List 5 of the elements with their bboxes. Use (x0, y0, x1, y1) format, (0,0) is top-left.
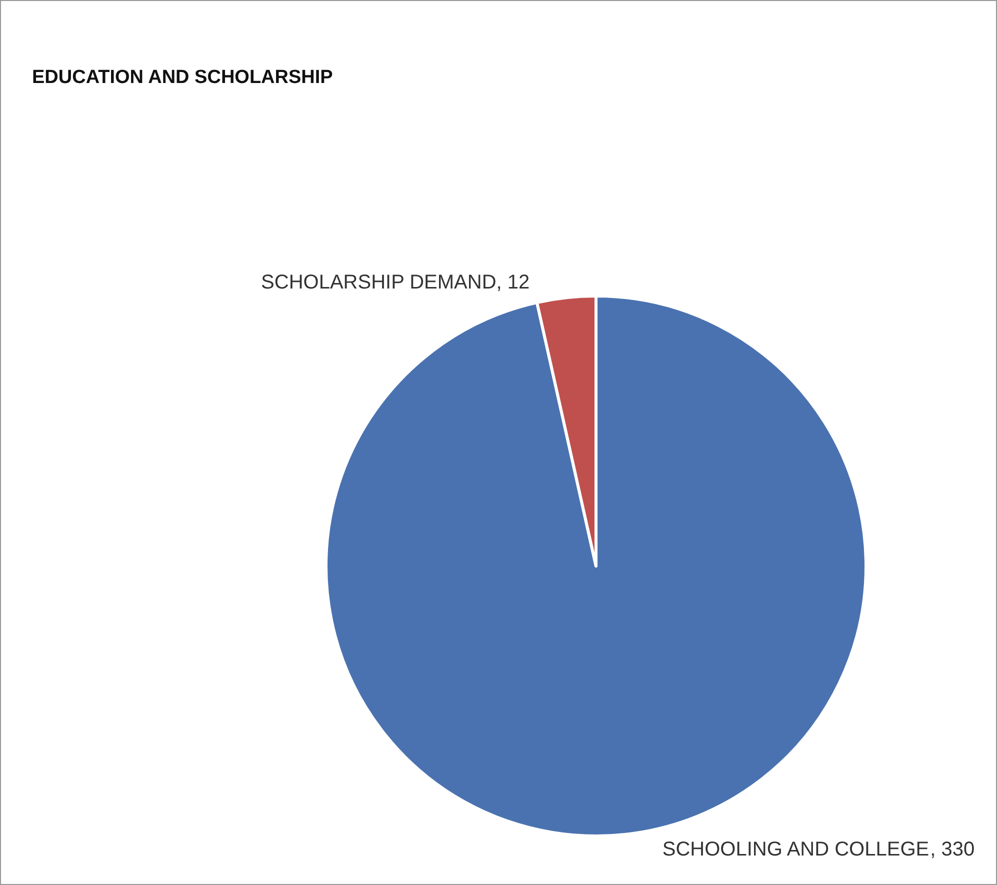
slice-label: SCHOLARSHIP DEMAND (261, 272, 496, 294)
data-label: , 12 (496, 272, 530, 294)
slice-label: SCHOOLING AND COLLEGE (662, 838, 930, 860)
data-label: , 330 (930, 838, 975, 860)
chart-title: EDUCATION AND SCHOLARSHIP (32, 67, 334, 88)
